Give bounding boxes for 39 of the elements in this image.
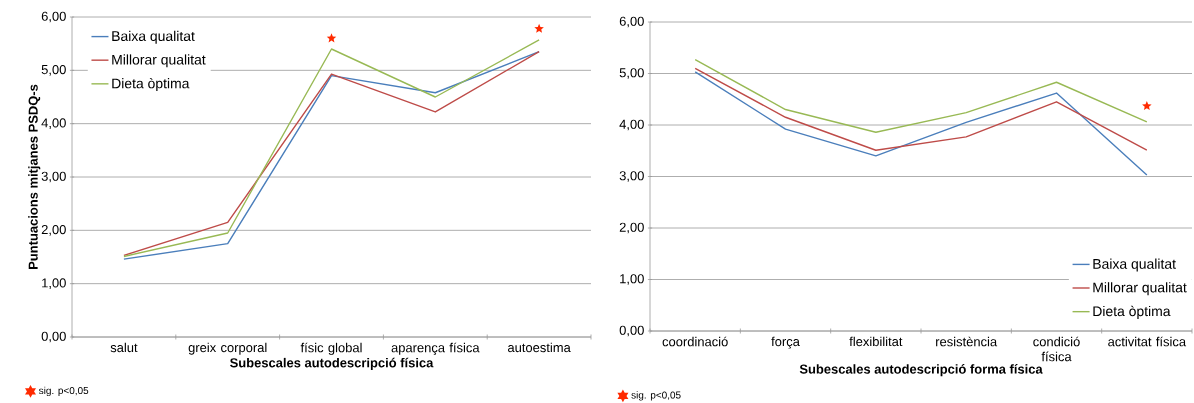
x-tick-label: aparença física xyxy=(391,342,480,355)
legend-label: Dieta òptima xyxy=(112,77,190,92)
x-tick-label: físic global xyxy=(300,342,362,355)
line-series xyxy=(694,71,1148,176)
legend-label: Millorar qualitat xyxy=(1093,282,1187,296)
x-tick-label: autoestima xyxy=(507,342,571,353)
x-tick-label: coordinació xyxy=(662,336,728,347)
legend-label: Millorar qualitat xyxy=(112,54,206,68)
text: sig. p<0,05 xyxy=(631,391,681,401)
y-tick-label: 1,00 xyxy=(42,278,66,290)
y-tick-label: 5,00 xyxy=(41,64,66,76)
y-tick-label: 2,00 xyxy=(41,224,66,236)
y-tick-label: 6,00 xyxy=(41,11,66,23)
y-tick-label: 3,00 xyxy=(41,171,66,183)
text: sig. p<0,05 xyxy=(38,386,89,397)
y-tick-label: 4,00 xyxy=(619,119,644,131)
y-tick-label: 0,00 xyxy=(619,325,644,337)
x-axis-title: Subescales autodescripció forma física xyxy=(799,364,1043,377)
line-series xyxy=(694,67,1148,151)
line-series xyxy=(694,58,1148,133)
y-tick-label: 5,00 xyxy=(619,68,644,79)
y-tick-label: 1,00 xyxy=(620,274,644,285)
x-tick-label: salut xyxy=(110,342,138,353)
legend-label: Baixa qualitat xyxy=(112,30,195,44)
y-axis-title: Puntuacions mitjanes PSDQ-s xyxy=(28,84,41,269)
y-tick-label: 6,00 xyxy=(619,16,644,28)
x-tick-label: força xyxy=(771,336,800,349)
y-tick-label: 0,00 xyxy=(41,331,66,343)
y-tick-label: 3,00 xyxy=(619,171,644,182)
x-tick-label: activitat física xyxy=(1108,336,1187,347)
y-tick-label: 2,00 xyxy=(619,222,644,234)
x-tick-label: flexibilitat xyxy=(849,336,903,347)
x-tick-label: resistència xyxy=(936,336,998,347)
x-tick-label: greix corporal xyxy=(188,342,267,355)
x-tick-label: condició física xyxy=(1033,336,1080,362)
legend-label: Baixa qualitat xyxy=(1093,258,1176,272)
legend-label: Dieta òptima xyxy=(1093,305,1171,319)
x-axis-title: Subescales autodescripció física xyxy=(230,357,434,370)
y-tick-label: 4,00 xyxy=(41,118,66,130)
